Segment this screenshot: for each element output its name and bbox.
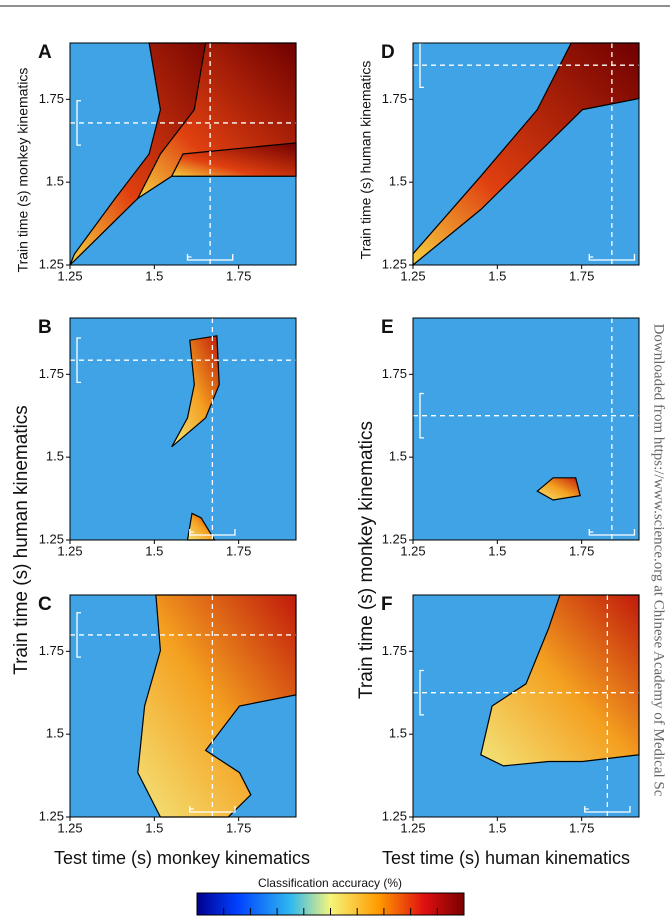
bracket bbox=[76, 612, 81, 658]
y-tick-label: 1.75 bbox=[39, 366, 64, 381]
panel-letter: D bbox=[381, 42, 395, 63]
panel-letter: F bbox=[381, 594, 393, 615]
y-label: Train time (s) human kinematics bbox=[11, 405, 32, 675]
y-tick-label: 1.5 bbox=[389, 174, 407, 189]
y-tick-label: 1.25 bbox=[39, 256, 64, 271]
panel-letter: C bbox=[38, 594, 52, 615]
panel-letter: A bbox=[38, 42, 52, 63]
bracket bbox=[76, 100, 81, 146]
y-label: Train time (s) monkey kinematics bbox=[15, 68, 31, 273]
bracket bbox=[588, 254, 636, 261]
x-tick-label: 1.5 bbox=[488, 268, 506, 283]
plot-frame bbox=[412, 42, 640, 266]
bracket bbox=[76, 337, 81, 384]
plot-frame bbox=[69, 42, 297, 266]
y-tick-label: 1.5 bbox=[389, 726, 407, 741]
heatmap bbox=[69, 42, 297, 266]
y-tick-label: 1.75 bbox=[39, 643, 64, 658]
significant-region bbox=[171, 335, 220, 448]
bracket bbox=[186, 254, 234, 261]
bracket bbox=[419, 392, 424, 439]
x-tick-label: 1.5 bbox=[145, 820, 163, 835]
y-tick-label: 1.25 bbox=[382, 531, 407, 546]
y-label: Train time (s) monkey kinematics bbox=[356, 421, 377, 699]
x-tick-label: 1.25 bbox=[57, 268, 82, 283]
x-tick-label: 1.75 bbox=[569, 268, 594, 283]
side-note: Downloaded from https://www.science.org … bbox=[651, 324, 667, 797]
x-tick-label: 1.75 bbox=[226, 543, 251, 558]
heatmap bbox=[69, 594, 297, 818]
x-tick-label: 1.75 bbox=[226, 820, 251, 835]
heatmap-bg bbox=[413, 318, 639, 540]
x-tick-label: 1.5 bbox=[145, 268, 163, 283]
bracket bbox=[419, 669, 424, 716]
x-tick-label: 1.25 bbox=[400, 268, 425, 283]
significant-region bbox=[536, 477, 581, 501]
y-tick-label: 1.5 bbox=[389, 449, 407, 464]
plot-frame bbox=[412, 317, 640, 541]
y-label: Train time (s) human kinematics bbox=[358, 61, 374, 260]
y-tick-label: 1.25 bbox=[39, 808, 64, 823]
x-tick-label: 1.75 bbox=[569, 820, 594, 835]
panel-letter: B bbox=[38, 317, 52, 338]
y-tick-label: 1.75 bbox=[39, 91, 64, 106]
x-tick-label: 1.75 bbox=[226, 268, 251, 283]
x-tick-label: 1.5 bbox=[145, 543, 163, 558]
x-tick-label: 1.5 bbox=[488, 820, 506, 835]
plot-frame bbox=[69, 594, 297, 818]
colorbar-label: Classification accuracy (%) bbox=[258, 876, 402, 890]
bracket bbox=[588, 529, 636, 536]
y-tick-label: 1.25 bbox=[39, 531, 64, 546]
y-tick-label: 1.25 bbox=[382, 256, 407, 271]
y-tick-label: 1.75 bbox=[382, 366, 407, 381]
plot-frame bbox=[69, 317, 297, 541]
y-tick-label: 1.5 bbox=[46, 449, 64, 464]
x-tick-label: 1.25 bbox=[400, 543, 425, 558]
panel-letter: E bbox=[381, 317, 394, 338]
x-tick-label: 1.75 bbox=[569, 543, 594, 558]
x-tick-label: 1.25 bbox=[400, 820, 425, 835]
bracket bbox=[189, 806, 236, 813]
y-tick-label: 1.5 bbox=[46, 726, 64, 741]
bracket bbox=[584, 806, 631, 813]
bracket bbox=[189, 529, 236, 536]
x-tick-label: 1.5 bbox=[488, 543, 506, 558]
x-tick-label: 1.25 bbox=[57, 543, 82, 558]
heatmap bbox=[412, 42, 640, 267]
heatmap bbox=[412, 317, 640, 541]
y-tick-label: 1.75 bbox=[382, 91, 407, 106]
plot-frame bbox=[412, 594, 640, 818]
x-label: Test time (s) human kinematics bbox=[382, 848, 630, 868]
y-tick-label: 1.5 bbox=[46, 174, 64, 189]
heatmap bbox=[69, 317, 297, 541]
x-tick-label: 1.25 bbox=[57, 820, 82, 835]
y-tick-label: 1.25 bbox=[382, 808, 407, 823]
x-label: Test time (s) monkey kinematics bbox=[54, 848, 310, 868]
heatmap bbox=[412, 594, 640, 818]
y-tick-label: 1.75 bbox=[382, 643, 407, 658]
